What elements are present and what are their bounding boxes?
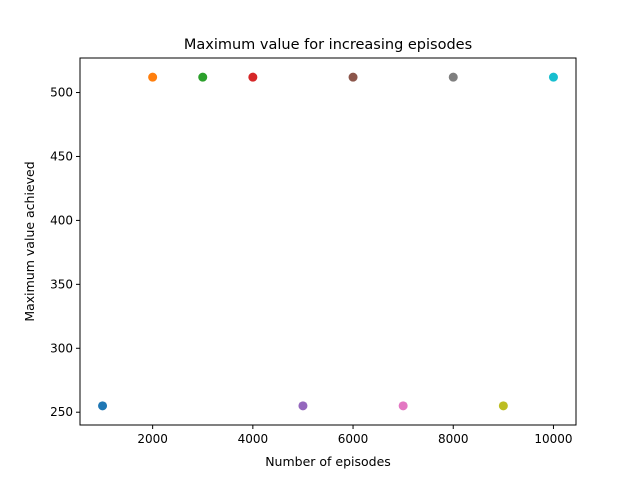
data-point — [298, 401, 308, 411]
chart-title: Maximum value for increasing episodes — [184, 37, 472, 53]
x-axis-ticks: 2000 4000 6000 8000 10000 — [137, 425, 573, 446]
data-point — [348, 72, 358, 82]
data-point — [398, 401, 408, 411]
plot-area-frame — [79, 57, 577, 426]
y-tick-label: 500 — [50, 86, 73, 100]
y-axis-ticks: 250 300 350 400 450 500 — [50, 86, 80, 419]
y-tick-label: 450 — [50, 149, 73, 163]
data-point — [498, 401, 508, 411]
data-point — [448, 72, 458, 82]
x-tick-label: 2000 — [137, 432, 168, 446]
y-tick-label: 400 — [50, 213, 73, 227]
data-point — [248, 72, 258, 82]
data-point — [548, 72, 558, 82]
x-tick-label: 6000 — [338, 432, 369, 446]
y-tick-label: 350 — [50, 277, 73, 291]
data-point — [98, 401, 108, 411]
x-tick-label: 10000 — [534, 432, 572, 446]
x-tick-label: 4000 — [238, 432, 269, 446]
data-point — [148, 72, 158, 82]
y-axis-label: Maximum value achieved — [22, 161, 37, 321]
x-tick-label: 8000 — [438, 432, 469, 446]
y-tick-label: 300 — [50, 341, 73, 355]
data-points — [98, 72, 558, 411]
y-tick-label: 250 — [50, 405, 73, 419]
x-axis-label: Number of episodes — [265, 454, 391, 469]
data-point — [198, 72, 208, 82]
